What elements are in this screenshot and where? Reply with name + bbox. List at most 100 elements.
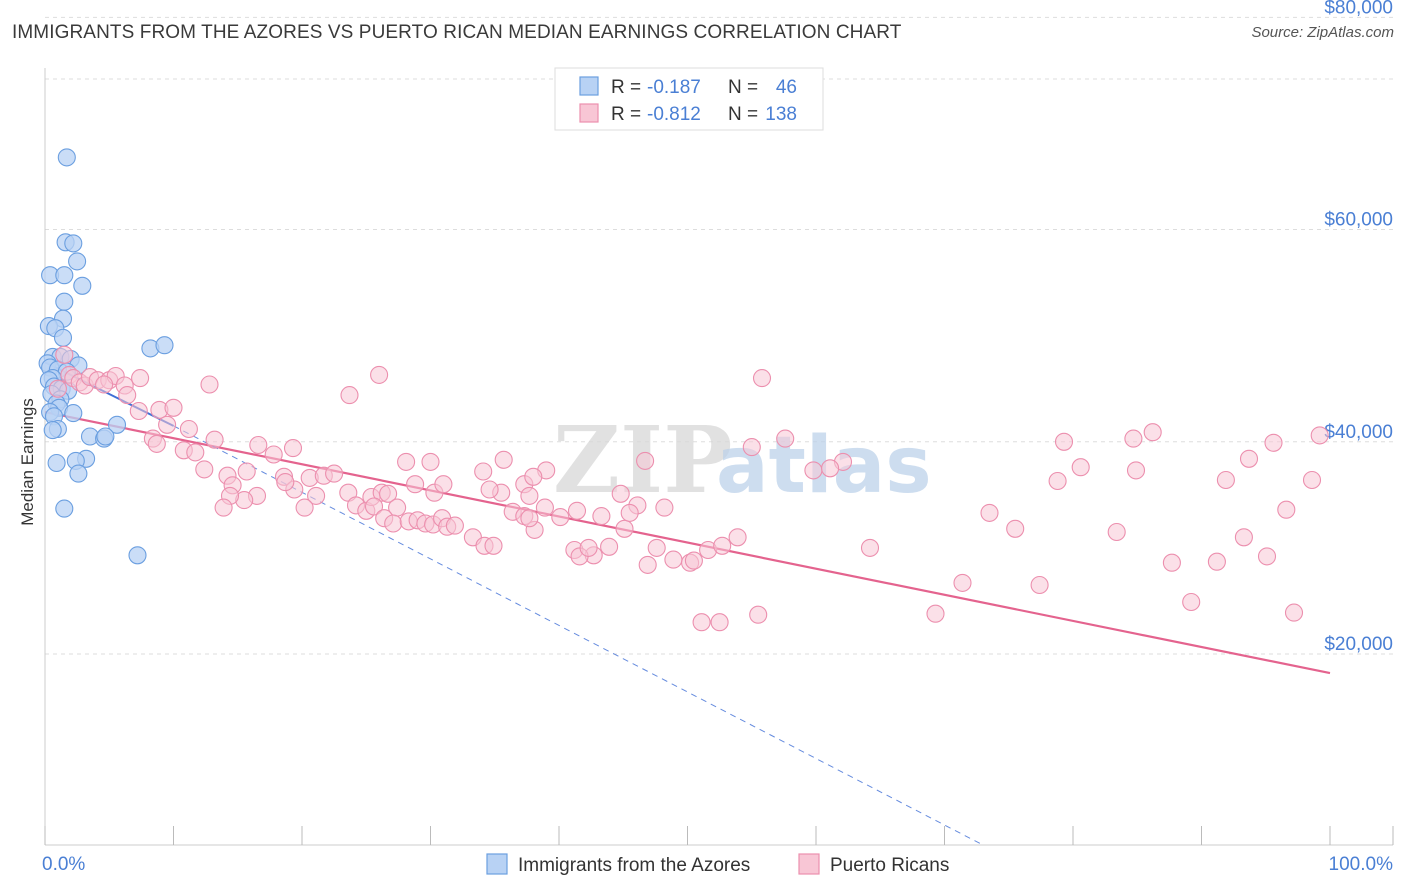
puerto-rican-point <box>551 508 570 527</box>
puerto-rican-point <box>340 386 359 405</box>
azores-point <box>55 292 74 311</box>
chart-title: IMMIGRANTS FROM THE AZORES VS PUERTO RIC… <box>12 22 902 43</box>
x-tick-label: 0.0% <box>42 854 85 875</box>
azores-point <box>69 464 88 483</box>
puerto-rican-point <box>636 451 655 470</box>
puerto-rican-point <box>567 501 587 520</box>
puerto-rican-point <box>494 450 513 469</box>
azores-point <box>64 234 83 253</box>
series-legend-label-azores: Immigrants from the Azores <box>518 855 750 876</box>
legend-n-value-2: 138 <box>765 104 797 125</box>
puerto-rican-point <box>164 398 183 417</box>
puerto-rican-point <box>474 462 493 481</box>
puerto-rican-point <box>421 452 440 471</box>
puerto-rican-point <box>397 452 416 471</box>
puerto-rican-point <box>295 498 314 517</box>
puerto-rican-point <box>95 375 114 394</box>
puerto-rican-point <box>1207 552 1226 571</box>
puerto-rican-point <box>579 538 598 557</box>
puerto-rican-point <box>655 498 674 517</box>
puerto-rican-point <box>1257 547 1277 566</box>
azores-point <box>64 404 83 423</box>
puerto-rican-point <box>1006 519 1025 538</box>
puerto-rican-point <box>980 503 999 522</box>
puerto-rican-point <box>535 498 554 517</box>
azores-point <box>155 336 174 355</box>
azores-point <box>73 276 92 295</box>
series-legend-label-puerto-ricans: Puerto Ricans <box>830 855 949 876</box>
stats-legend: R = -0.187 N = 46 R = -0.812 N = 138 <box>554 67 824 131</box>
puerto-rican-point <box>480 480 499 499</box>
series-legend-swatch-azores <box>486 853 508 875</box>
puerto-rican-point <box>1310 426 1329 445</box>
puerto-rican-point <box>1162 553 1181 572</box>
azores-point <box>57 148 76 167</box>
azores-trend-extension <box>173 425 984 846</box>
y-axis-label: Median Earnings <box>18 398 37 526</box>
puerto-rican-point <box>860 538 880 557</box>
y-tick-label: $60,000 <box>1324 210 1393 231</box>
puerto-rican-point <box>214 498 233 517</box>
azores-point <box>53 328 73 347</box>
legend-r-label-2: R = <box>611 104 641 125</box>
puerto-rican-point <box>710 613 729 632</box>
puerto-rican-point <box>434 475 453 494</box>
puerto-rican-point <box>713 536 732 555</box>
puerto-rican-point <box>638 555 657 574</box>
puerto-rican-point <box>692 613 711 632</box>
puerto-rican-point <box>728 528 747 547</box>
puerto-rican-point <box>179 419 198 439</box>
puerto-rican-point <box>1124 429 1143 448</box>
puerto-rican-point <box>520 509 539 528</box>
legend-n-label-2: N = <box>728 104 758 125</box>
puerto-rican-point <box>1030 575 1049 595</box>
puerto-rican-point <box>484 536 503 555</box>
azores-point <box>47 453 66 473</box>
puerto-rican-point <box>749 605 768 624</box>
puerto-rican-point <box>520 486 539 505</box>
puerto-rican-point <box>647 538 666 557</box>
puerto-rican-point <box>1143 423 1162 442</box>
legend-r-value-1: -0.187 <box>647 77 701 98</box>
puerto-rican-point <box>186 443 205 462</box>
x-tick-label: 100.0% <box>1329 854 1394 875</box>
puerto-rican-point <box>364 497 384 516</box>
puerto-rican-point <box>752 369 772 388</box>
puerto-rican-point <box>1277 500 1296 519</box>
puerto-rican-point <box>55 345 74 364</box>
puerto-rican-point <box>307 486 326 505</box>
puerto-rican-point <box>600 537 619 556</box>
legend-swatch-pink <box>579 103 599 123</box>
puerto-rican-point <box>237 462 256 481</box>
puerto-rican-point <box>158 415 177 434</box>
puerto-rican-point <box>131 369 150 388</box>
puerto-rican-point <box>926 604 945 623</box>
azores-point <box>43 421 62 440</box>
puerto-rican-point <box>1048 471 1067 491</box>
puerto-rican-point <box>384 514 403 533</box>
azores-point <box>107 415 127 434</box>
puerto-rican-point <box>1054 432 1074 451</box>
y-tick-label: $80,000 <box>1324 0 1393 18</box>
puerto-rican-point <box>118 386 137 405</box>
watermark: ZIP atlas <box>553 406 932 514</box>
puerto-rican-point <box>48 379 67 398</box>
puerto-rican-point <box>1234 528 1253 547</box>
axes-layer: $20,000 $40,000 $60,000 $80,000 0.0% 100.0% <box>42 0 1394 875</box>
puerto-rican-point <box>325 464 344 483</box>
puerto-rican-point <box>1284 603 1304 622</box>
azores-point <box>128 546 147 565</box>
puerto-rican-point <box>249 435 268 455</box>
puerto-rican-point <box>804 461 823 480</box>
puerto-rican-point <box>776 429 795 448</box>
puerto-rican-point <box>1264 433 1283 452</box>
puerto-rican-point <box>742 438 761 457</box>
puerto-rican-point <box>129 401 148 421</box>
puerto-rican-point <box>264 445 283 464</box>
azores-point <box>55 266 74 285</box>
puerto-rican-point <box>615 519 634 538</box>
puerto-rican-point <box>379 484 398 503</box>
azores-point <box>55 499 74 518</box>
puerto-rican-point <box>821 459 840 478</box>
stats-legend-box <box>554 67 824 131</box>
